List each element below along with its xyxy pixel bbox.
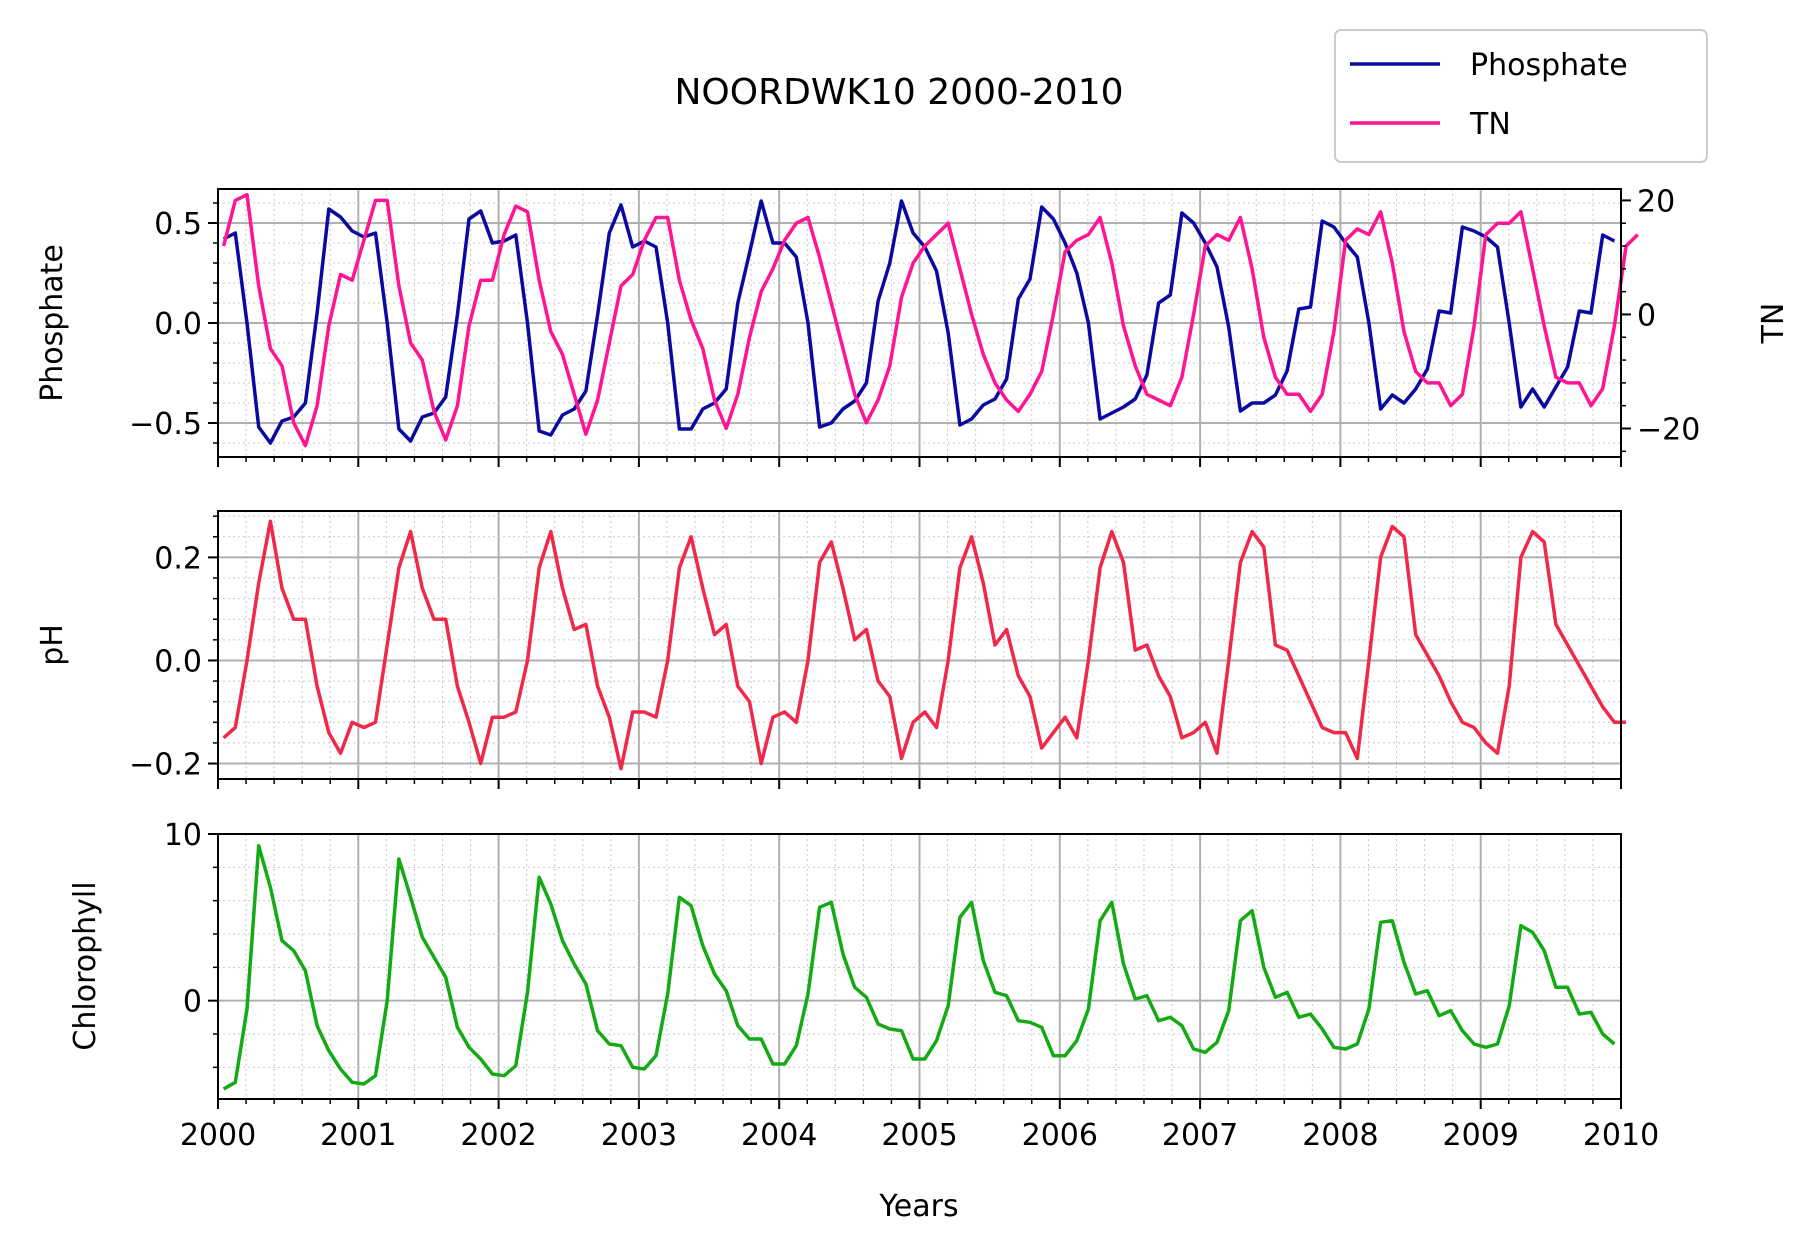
chart-title: NOORDWK10 2000-2010: [674, 72, 1123, 113]
series-lines-chlorophyll: [222, 843, 1616, 1091]
panel-chlorophyll: 0 10 2000 2001 2002 2003 2004 2005 2006 2007 2008 2…: [68, 818, 1659, 1224]
y2-tick-label: 20: [1637, 184, 1675, 219]
y-tick-label: 0.0: [154, 644, 202, 679]
series-line-chlorophyll: [222, 843, 1616, 1091]
y-axis-label-phosphate: Phosphate: [35, 244, 70, 402]
y-axis-label-ph: pH: [35, 624, 70, 666]
x-tick-label: 2004: [741, 1118, 817, 1153]
series-line-tn: [221, 192, 1639, 448]
y2-tick-label: −20: [1637, 412, 1700, 447]
series-line-ph: [222, 519, 1627, 771]
y-tick-label: 10: [164, 818, 202, 853]
y2-tick-label: 0: [1637, 298, 1656, 333]
legend: Phosphate TN: [1334, 29, 1708, 163]
panel-phosphate-tn: −0.5 0.0 0.5 −20 0 20 Phosphate TN: [35, 184, 1791, 467]
ticks-phosphate: −0.5 0.0 0.5 −20 0 20: [129, 184, 1700, 467]
x-tick-label: 2009: [1443, 1118, 1519, 1153]
panel-ph: −0.2 0.0 0.2 pH: [35, 510, 1627, 789]
y-tick-label: 0.0: [154, 307, 202, 342]
x-tick-label: 2003: [601, 1118, 677, 1153]
ticks-ph: −0.2 0.0 0.2: [129, 515, 1622, 789]
ticks-chlorophyll: 0 10 2000 2001 2002 2003 2004 2005 2006 2007 2008 2…: [164, 818, 1659, 1153]
x-axis-label: Years: [878, 1189, 958, 1224]
y-axis-label-chlorophyll: Chlorophyll: [68, 881, 103, 1050]
y-tick-label: 0.2: [154, 541, 202, 576]
x-tick-label: 2002: [460, 1118, 536, 1153]
x-tick-label: 2006: [1022, 1118, 1098, 1153]
legend-label-phosphate: Phosphate: [1470, 48, 1628, 83]
series-lines-phosphate-tn: [221, 192, 1639, 448]
y-tick-label: 0: [183, 985, 202, 1020]
y2-axis-label-tn: TN: [1756, 303, 1791, 345]
x-tick-label: 2008: [1302, 1118, 1378, 1153]
series-lines-ph: [222, 519, 1627, 771]
x-tick-label: 2010: [1583, 1118, 1659, 1153]
x-tick-label: 2007: [1162, 1118, 1238, 1153]
x-tick-label: 2001: [320, 1118, 396, 1153]
y-tick-label: −0.5: [129, 407, 202, 442]
x-tick-label: 2000: [180, 1118, 256, 1153]
legend-label-tn: TN: [1469, 107, 1511, 142]
y-tick-label: 0.5: [154, 207, 202, 242]
y-tick-label: −0.2: [129, 748, 202, 783]
x-tick-label: 2005: [881, 1118, 957, 1153]
series-line-phosphate: [222, 199, 1616, 445]
